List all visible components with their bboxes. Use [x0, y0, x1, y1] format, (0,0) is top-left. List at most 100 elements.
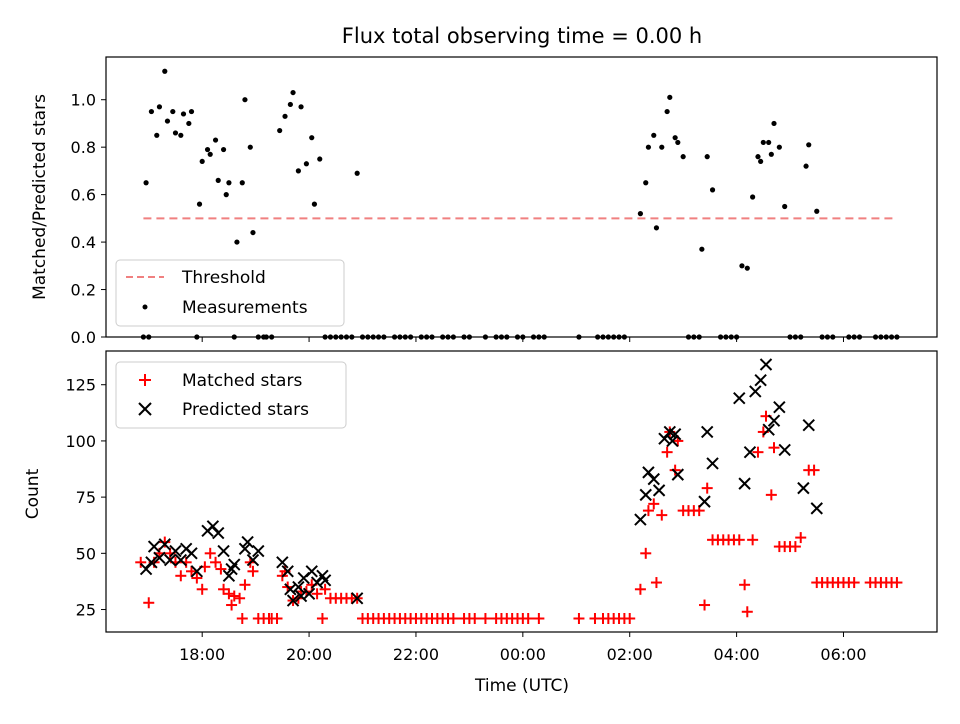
measurement-point: [667, 94, 673, 100]
measurement-point: [154, 132, 160, 138]
bottom-x-tick-label: 00:00: [500, 645, 546, 664]
matched-star-point: [228, 590, 240, 602]
measurement-point: [226, 180, 232, 186]
bottom-y-tick-label: 50: [76, 544, 96, 563]
legend-measurements-swatch: [142, 304, 148, 310]
predicted-star-point: [749, 385, 762, 398]
bottom-legend: Matched stars Predicted stars: [115, 361, 347, 429]
predicted-star-point: [222, 569, 236, 583]
matched-star-point: [573, 613, 585, 625]
bottom-legend-box: [115, 361, 347, 429]
matched-star-point: [135, 556, 147, 568]
matched-star-point: [196, 583, 208, 595]
measurement-point: [215, 177, 221, 183]
measurement-point: [680, 154, 686, 160]
measurement-point: [287, 101, 293, 108]
bottom-y-tick-label: 75: [76, 488, 96, 507]
matched-star-point: [624, 613, 636, 625]
top-y-tick-label: 1.0: [71, 91, 96, 110]
predicted-star-point: [773, 400, 786, 414]
measurement-point: [234, 239, 240, 245]
predicted-star-point: [738, 477, 751, 490]
measurement-point: [704, 154, 710, 160]
matched-star-point: [186, 565, 198, 577]
predicted-star-point: [743, 445, 757, 459]
measurement-point: [782, 203, 788, 210]
predicted-star-point: [305, 565, 318, 578]
measurement-point: [162, 68, 168, 74]
matched-star-point: [733, 534, 745, 546]
matched-star-point: [247, 565, 259, 577]
measurement-point: [672, 135, 678, 141]
matched-star-point: [848, 577, 860, 589]
top-y-tick-label: 0.4: [71, 233, 96, 252]
matched-star-point: [752, 446, 764, 458]
predicted-star-point: [294, 589, 308, 603]
measurement-point: [803, 163, 809, 169]
legend-predicted-label: Predicted stars: [182, 400, 309, 420]
matched-star-point: [223, 588, 235, 600]
bottom-axes-frame: [105, 350, 938, 633]
predicted-star-point: [652, 484, 666, 497]
matched-star-point: [747, 534, 759, 546]
predicted-star-point: [246, 553, 260, 567]
measurement-point: [172, 130, 179, 136]
predicted-star-point: [634, 513, 647, 526]
measurement-point: [758, 158, 764, 165]
measurement-point: [659, 144, 665, 150]
bottom-y-ticks: 25 50 75 100 125: [65, 376, 106, 620]
predicted-star-point: [158, 538, 171, 551]
measurement-point: [247, 144, 253, 150]
predicted-star-point: [802, 418, 815, 432]
bottom-x-tick-label: 06:00: [820, 645, 866, 664]
matched-star-point: [204, 547, 216, 559]
matched-star-point: [789, 541, 801, 553]
bottom-x-ticks: 18:00 20:00 22:00 00:00 02:00 04:00 06:00: [179, 632, 867, 664]
top-axes-frame: [105, 56, 938, 338]
predicted-star-point: [810, 502, 823, 515]
measurement-point: [186, 120, 192, 127]
top-y-tick-label: 0.8: [71, 138, 96, 157]
bottom-y-tick-label: 25: [76, 601, 96, 620]
measurement-point: [768, 151, 774, 157]
measurement-point: [207, 151, 213, 157]
predicted-star-point: [284, 583, 297, 596]
measurement-point: [744, 265, 750, 271]
matched-star-point: [808, 464, 820, 476]
matched-star-point: [795, 532, 807, 544]
predicted-star-point: [286, 594, 300, 607]
legend-threshold-label: Threshold: [181, 268, 266, 288]
predicted-star-point: [647, 472, 660, 486]
predicted-star-point: [639, 488, 652, 502]
predicted-star-point: [767, 414, 781, 427]
matched-star-point: [739, 579, 751, 591]
matched-star-point: [191, 572, 203, 584]
measurement-point: [771, 120, 777, 127]
measurement-point: [645, 144, 652, 150]
matched-star-point: [143, 597, 155, 609]
matched-star-point: [533, 613, 545, 625]
predicted-star-point: [706, 457, 719, 470]
measurement-point: [196, 201, 203, 207]
predicted-star-point: [778, 443, 791, 457]
measurement-point: [156, 104, 163, 110]
measurement-point: [239, 180, 245, 186]
legend-measurements-label: Measurements: [182, 298, 308, 318]
predicted-star-point: [153, 551, 166, 565]
matched-star-point: [522, 613, 534, 625]
bottom-x-tick-label: 04:00: [714, 645, 760, 664]
measurement-point: [739, 263, 745, 269]
measurement-point: [653, 225, 660, 231]
measurement-point: [199, 158, 205, 165]
measurement-point: [164, 118, 171, 124]
predicted-star-point: [228, 558, 241, 571]
predicted-star-point: [302, 587, 316, 600]
top-y-axis-label: Matched/Predicted stars: [30, 94, 50, 300]
measurement-point: [250, 229, 256, 236]
measurement-point: [806, 142, 812, 148]
x-axis-label: Time (UTC): [474, 676, 569, 696]
predicted-star-point: [700, 425, 714, 439]
matched-star-point: [661, 446, 673, 458]
